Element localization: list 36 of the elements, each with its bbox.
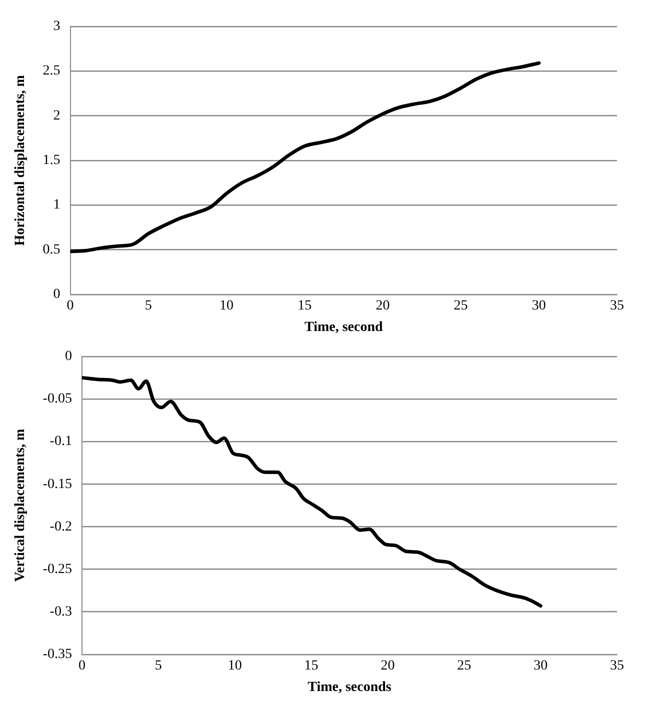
x-tick-label: 10 [220,298,234,314]
y-tick-label: -0.2 [50,519,72,534]
y-tick-label: -0.1 [50,434,72,450]
y-tick-label: -0.25 [42,562,72,577]
x-tick-label: 5 [154,658,162,674]
y-tick-label: 0.5 [42,242,60,258]
y-tick-label: 1 [53,198,60,213]
y-axis-title: Horizontal displacements, m [13,74,28,246]
x-tick-label: 0 [78,658,86,674]
x-tick-label: 30 [534,658,548,674]
x-tick-label: 25 [454,298,468,314]
x-tick-label: 20 [376,298,390,314]
y-tick-label: -0.05 [42,392,72,407]
x-tick-label: 35 [610,298,624,314]
x-tick-label: 15 [298,298,312,314]
y-tick-label: 3 [53,19,60,34]
x-tick-label: 25 [457,658,472,674]
y-tick-label: 2 [53,108,60,124]
y-tick-label: 0 [64,349,72,364]
y-axis-title: Vertical displacements, m [13,428,28,582]
x-tick-label: 35 [610,658,624,674]
x-tick-label: 30 [532,298,546,314]
line-series [70,61,541,254]
x-tick-label: 20 [380,658,395,674]
y-tick-label: 2.5 [42,64,60,79]
x-axis-title: Time, second [304,320,384,336]
x-tick-label: 5 [144,298,152,314]
x-axis-title: Time, seconds [308,680,392,696]
y-tick-label: 0 [53,287,60,302]
y-tick-label: 1.5 [42,153,60,168]
y-tick-label: -0.35 [42,647,72,662]
x-tick-label: 10 [228,658,242,674]
y-tick-label: -0.3 [50,604,72,620]
line-series [82,376,542,608]
y-tick-label: -0.15 [42,476,72,492]
x-tick-label: 15 [304,658,318,674]
